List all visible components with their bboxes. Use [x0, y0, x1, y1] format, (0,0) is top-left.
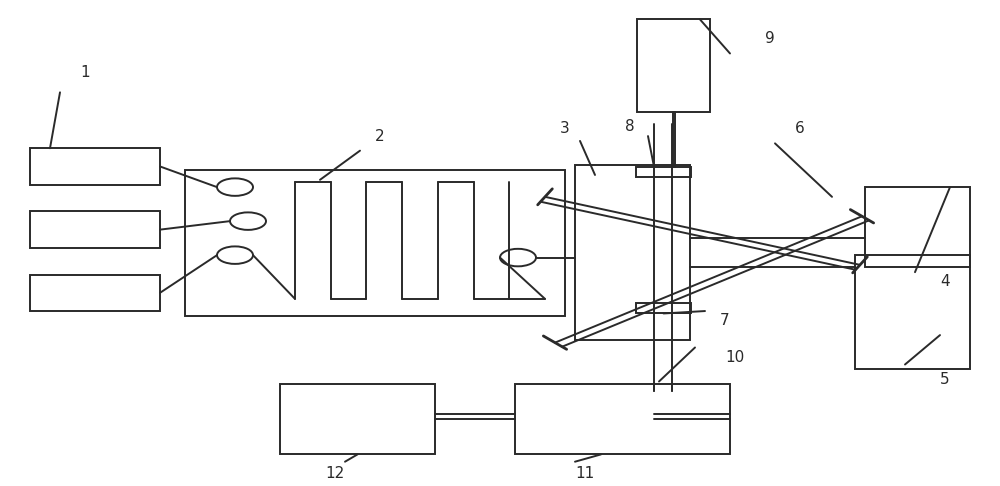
Bar [637, 19, 710, 112]
Bar [855, 255, 970, 369]
Text: 11: 11 [575, 467, 595, 481]
Text: 2: 2 [375, 129, 385, 143]
Text: 9: 9 [765, 32, 775, 46]
Bar [636, 167, 691, 177]
Bar [575, 165, 690, 340]
Text: 12: 12 [325, 467, 345, 481]
Bar [30, 275, 160, 311]
Text: 6: 6 [795, 122, 805, 136]
Bar [515, 384, 730, 454]
Bar [865, 187, 970, 267]
Bar [30, 148, 160, 185]
Text: 3: 3 [560, 122, 570, 136]
Bar [280, 384, 435, 454]
Bar [30, 211, 160, 248]
Text: 5: 5 [940, 372, 950, 386]
Text: 4: 4 [940, 275, 950, 289]
Bar [185, 170, 565, 316]
Text: 7: 7 [720, 313, 730, 328]
Text: 8: 8 [625, 119, 635, 134]
Bar [636, 303, 691, 313]
Text: 1: 1 [80, 66, 90, 80]
Text: 10: 10 [725, 350, 745, 364]
